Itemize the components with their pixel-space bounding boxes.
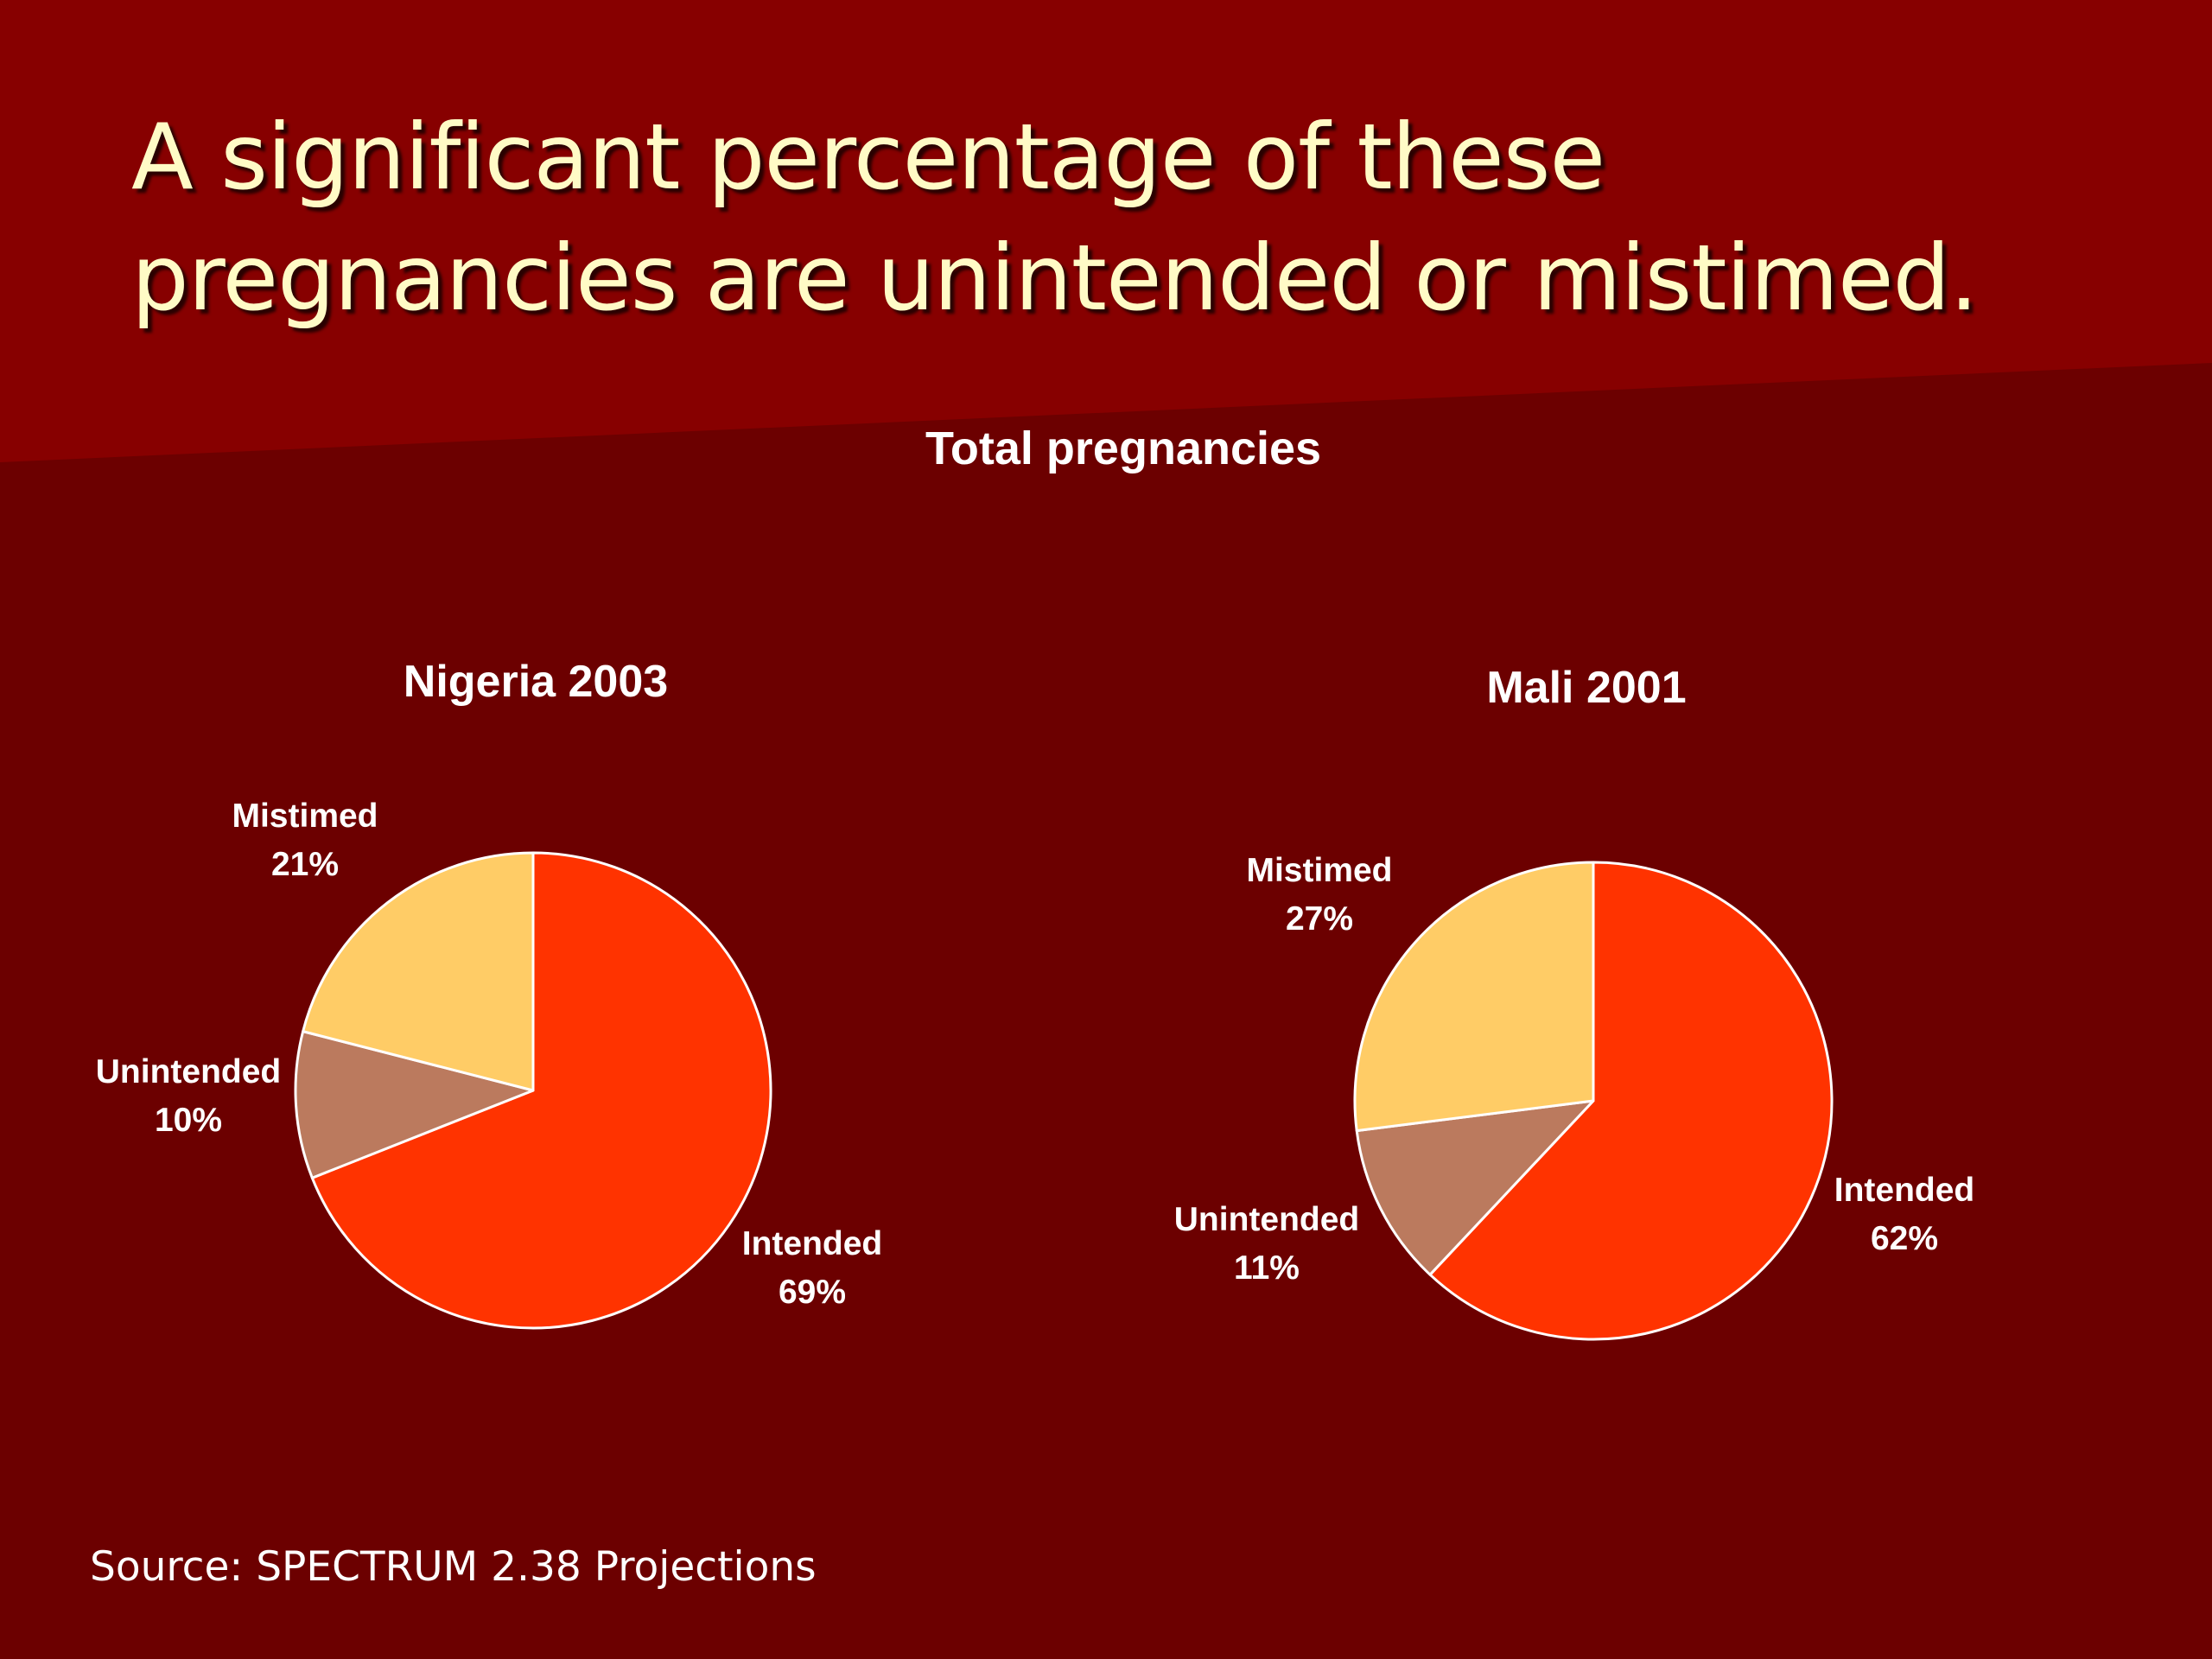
slice-value-label: 27% (1286, 900, 1353, 938)
slice-label-intended: Intended 69% (742, 1225, 883, 1311)
pie-slice-mistimed (1353, 861, 1595, 1133)
slice-category-label: Unintended (96, 1053, 281, 1090)
slice-value-label: 21% (271, 846, 339, 883)
pie-title: Mali 2001 (1486, 663, 1686, 713)
pie-slice-mistimed (302, 851, 535, 1092)
slide-title: A significant percentage of these pregna… (131, 97, 2119, 339)
slice-category-label: Mistimed (232, 798, 378, 835)
pie-chart-2: Mali 2001 Intended 62% Unintended 11% Mistime… (1174, 663, 1975, 1341)
pie-title: Nigeria 2003 (404, 657, 668, 707)
slice-label-unintended: Unintended 11% (1174, 1201, 1359, 1287)
slice-value-label: 10% (155, 1102, 222, 1139)
pie-slice-unintended (1355, 1099, 1595, 1276)
slice-value-label: 11% (1234, 1249, 1300, 1287)
slice-label-mistimed: Mistimed 21% (232, 798, 378, 883)
pie-slice-intended (1428, 861, 1834, 1341)
chart-heading: Total pregnancies (925, 423, 1322, 474)
slide-title-line-2: pregnancies are unintended or mistimed. (131, 226, 1979, 331)
pie-chart-1: Nigeria 2003 Intended 69% Unintended 10% Mist… (96, 657, 883, 1330)
slice-category-label: Intended (742, 1225, 883, 1262)
pie-slice-unintended (294, 1030, 535, 1179)
slice-value-label: 62% (1871, 1220, 1938, 1257)
source-note: Source: SPECTRUM 2.38 Projections (90, 1543, 817, 1591)
slice-label-unintended: Unintended 10% (96, 1053, 281, 1139)
slide-title-line-1: A significant percentage of these (131, 105, 1605, 210)
slice-label-mistimed: Mistimed 27% (1246, 852, 1392, 938)
slice-label-intended: Intended 62% (1834, 1172, 1975, 1257)
slice-category-label: Mistimed (1246, 852, 1392, 889)
pie-slice-intended (310, 851, 772, 1330)
slice-category-label: Unintended (1174, 1201, 1359, 1238)
slice-category-label: Intended (1834, 1172, 1975, 1209)
slice-value-label: 69% (779, 1274, 846, 1311)
